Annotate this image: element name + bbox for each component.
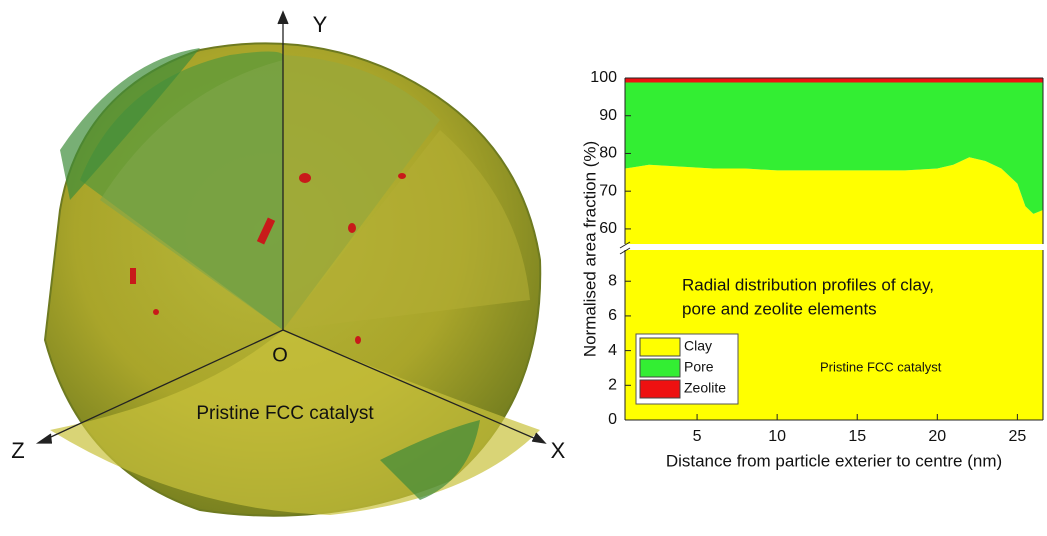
y-tick-label: 2 — [608, 377, 617, 394]
particle-render: Y X Z O Pristine FCC catalyst — [11, 12, 565, 516]
y-tick-label: 90 — [599, 107, 617, 124]
y-tick-label: 70 — [599, 182, 617, 199]
axis-x-label: X — [551, 438, 566, 463]
legend-label: Clay — [684, 338, 712, 354]
legend-label: Zeolite — [684, 380, 726, 396]
origin-label: O — [272, 344, 288, 366]
annotation: pore and zeolite elements — [682, 299, 877, 318]
legend-label: Pore — [684, 359, 714, 375]
y-tick-label: 8 — [608, 272, 617, 289]
annotation: Pristine FCC catalyst — [820, 359, 942, 374]
x-tick-label: 10 — [768, 428, 786, 445]
render-label: Pristine FCC catalyst — [196, 403, 374, 424]
y-tick-label: 60 — [599, 220, 617, 237]
x-tick-label: 25 — [1008, 428, 1026, 445]
x-tick-label: 5 — [693, 428, 702, 445]
y-tick-label: 6 — [608, 307, 617, 324]
y-tick-label: 4 — [608, 342, 617, 359]
chart: 0 2 4 6 8 60 70 80 90 100 5 10 15 20 25 Distance from p… — [580, 0, 1043, 470]
axis-z-label: Z — [11, 438, 24, 463]
area-zeolite — [625, 78, 1043, 83]
x-tick-label: 15 — [848, 428, 866, 445]
axis-y-label: Y — [313, 12, 328, 37]
y-axis-label: Normalised area fraction (%) — [580, 141, 599, 357]
annotation: Radial distribution profiles of clay, — [682, 275, 934, 294]
legend-swatch — [640, 338, 680, 356]
x-tick-label: 20 — [928, 428, 946, 445]
y-tick-label: 0 — [608, 411, 617, 428]
y-tick-label: 80 — [599, 145, 617, 162]
legend-swatch — [640, 359, 680, 377]
figure: Y X Z O Pristine FCC catalyst 0 2 4 6 8 60 70 8… — [0, 0, 1047, 531]
legend-swatch — [640, 380, 680, 398]
x-axis-label: Distance from particle exterier to centr… — [666, 451, 1002, 470]
y-tick-label: 100 — [590, 69, 617, 86]
